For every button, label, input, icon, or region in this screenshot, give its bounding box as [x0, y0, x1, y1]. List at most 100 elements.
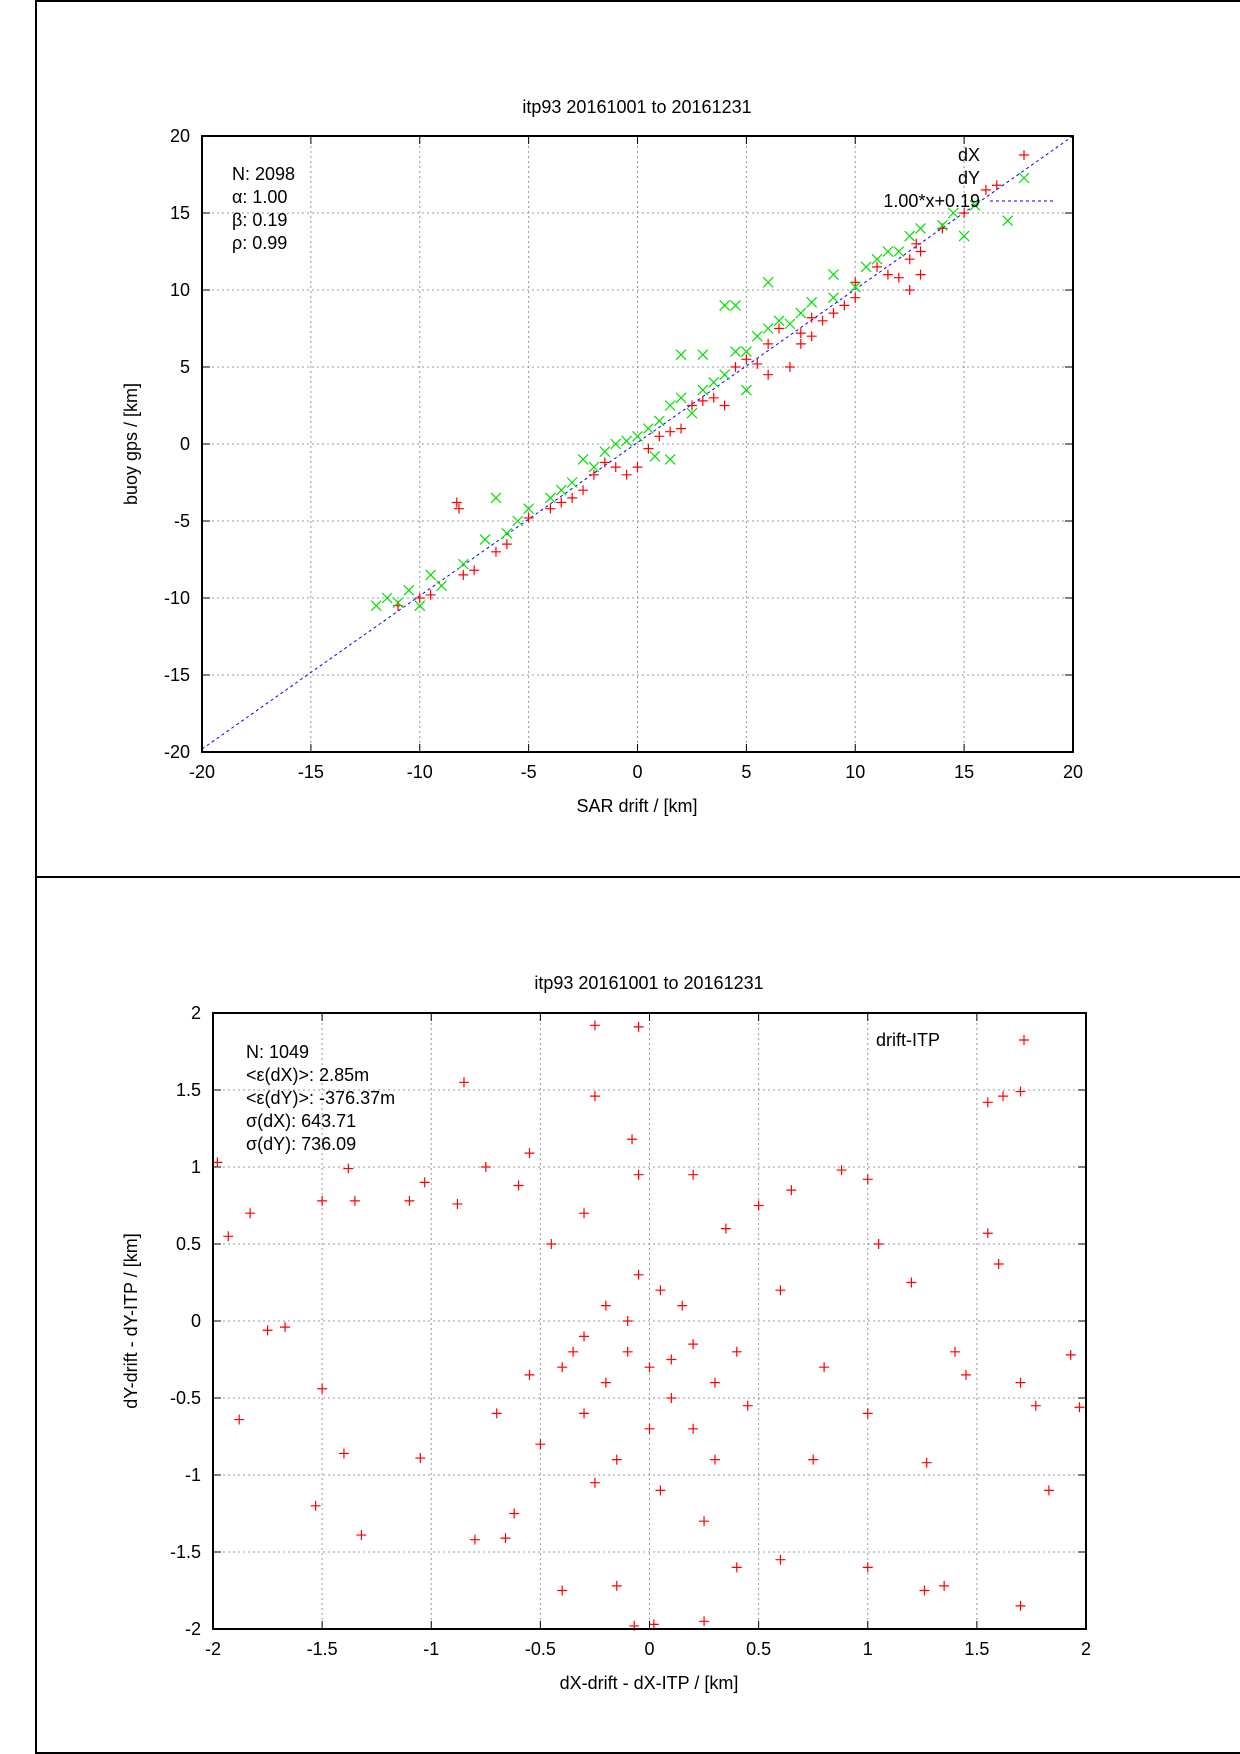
data-point-dy: [555, 484, 567, 496]
stats-line: N: 1049: [246, 1042, 309, 1062]
x-axis-label: dX-drift - dX-ITP / [km]: [560, 1673, 739, 1693]
data-point-drift-itp: [557, 1585, 568, 1596]
drift-error-chart: itp93 20161001 to 20161231 dX-drift - dX…: [121, 973, 1091, 1693]
data-point-dy: [697, 349, 709, 361]
data-point-dx: [414, 593, 425, 603]
data-point-drift-itp: [644, 1362, 655, 1373]
data-point-dx: [578, 485, 589, 496]
data-point-drift-itp: [611, 1580, 622, 1591]
data-point-drift-itp: [731, 1346, 742, 1357]
data-point-dy: [632, 430, 643, 442]
data-point-drift-itp: [1043, 1485, 1054, 1496]
data-point-dx: [567, 492, 578, 503]
y-tick-label: 0: [180, 434, 190, 454]
data-point-drift-itp: [633, 1169, 644, 1180]
data-point-dx: [915, 246, 926, 257]
data-point-drift-itp: [982, 1097, 993, 1108]
y-tick-label: 0.5: [176, 1234, 201, 1254]
data-point-drift-itp: [469, 1534, 480, 1545]
data-point-dy: [664, 400, 676, 411]
data-point-drift-itp: [688, 1423, 699, 1434]
x-tick-label: 5: [741, 762, 751, 782]
data-point-dx: [643, 443, 654, 454]
y-tick-label: 2: [191, 1003, 201, 1023]
data-point-dx: [806, 331, 817, 342]
data-point-dx: [588, 469, 599, 480]
y-axis-label: dY-drift - dY-ITP / [km]: [121, 1233, 141, 1408]
data-point-drift-itp: [998, 1091, 1009, 1102]
data-point-dy: [958, 230, 970, 242]
data-point-drift-itp: [688, 1339, 699, 1350]
data-point-drift-itp: [317, 1195, 328, 1206]
data-point-dx: [686, 400, 697, 411]
data-point-dx: [850, 292, 861, 303]
data-point-dy: [719, 299, 731, 311]
x-tick-label: 0: [632, 762, 642, 782]
x-tick-label: 1.5: [964, 1639, 989, 1659]
data-point-dy: [686, 407, 698, 419]
data-point-drift-itp: [731, 1562, 742, 1573]
x-tick-label: -10: [407, 762, 433, 782]
data-point-drift-itp: [1065, 1349, 1076, 1360]
data-point-drift-itp: [873, 1239, 884, 1249]
data-point-dy: [512, 515, 524, 527]
data-point-dy: [588, 461, 600, 473]
data-point-dx: [469, 565, 480, 576]
data-point-dy: [621, 435, 633, 447]
data-point-drift-itp: [709, 1377, 720, 1388]
plot-frame: [212, 1012, 1087, 1630]
data-point-dx: [893, 272, 904, 283]
legend-label: dX: [958, 145, 980, 165]
data-point-drift-itp: [245, 1208, 256, 1219]
data-point-drift-itp: [338, 1448, 349, 1459]
data-point-dx: [523, 512, 534, 523]
data-point-dx: [774, 323, 785, 334]
x-tick-label: -0.5: [525, 1639, 556, 1659]
data-point-drift-itp: [775, 1554, 786, 1565]
data-point-drift-itp: [356, 1530, 367, 1541]
y-tick-label: -15: [164, 665, 190, 685]
y-tick-label: -10: [164, 588, 190, 608]
data-point-dy: [577, 453, 589, 465]
plot-frame: [201, 135, 1074, 753]
data-point-drift-itp: [627, 1134, 638, 1145]
data-point-dx: [752, 358, 763, 369]
data-point-drift-itp: [655, 1285, 666, 1296]
data-point-dy: [490, 492, 502, 504]
data-point-dy: [871, 253, 883, 265]
data-point-dy: [860, 261, 872, 273]
y-tick-label: 1: [191, 1157, 201, 1177]
data-point-dx: [621, 469, 632, 480]
data-point-dy: [882, 246, 894, 257]
legend-label-fit: 1.00*x+0.19: [883, 191, 980, 211]
data-point-drift-itp: [939, 1580, 950, 1591]
data-point-dy: [642, 423, 654, 435]
data-point-dx: [959, 208, 970, 218]
data-point-dy: [392, 597, 404, 609]
data-point-drift-itp: [699, 1616, 710, 1627]
chart-title: itp93 20161001 to 20161231: [534, 973, 763, 993]
data-point-dy: [544, 492, 556, 504]
data-point-drift-itp: [223, 1231, 234, 1242]
x-tick-label: 0: [644, 1639, 654, 1659]
data-point-dy: [675, 349, 687, 361]
y-tick-label: 15: [170, 203, 190, 223]
y-tick-label: -2: [185, 1619, 201, 1639]
data-point-drift-itp: [836, 1165, 847, 1176]
x-tick-label: -1.5: [307, 1639, 338, 1659]
data-point-drift-itp: [212, 1157, 223, 1168]
data-point-drift-itp: [524, 1148, 535, 1159]
data-point-dy: [730, 299, 741, 311]
data-point-drift-itp: [688, 1169, 699, 1180]
data-point-dy: [915, 222, 926, 234]
stats-line: β: 0.19: [232, 210, 287, 230]
data-point-dx: [795, 328, 806, 339]
data-point-drift-itp: [513, 1180, 524, 1191]
data-point-drift-itp: [524, 1369, 535, 1380]
data-point-drift-itp: [546, 1239, 557, 1249]
data-point-drift-itp: [993, 1259, 1004, 1270]
data-point-drift-itp: [648, 1619, 659, 1630]
data-point-dy: [828, 269, 839, 281]
data-point-drift-itp: [1030, 1400, 1041, 1411]
data-point-drift-itp: [535, 1439, 546, 1450]
